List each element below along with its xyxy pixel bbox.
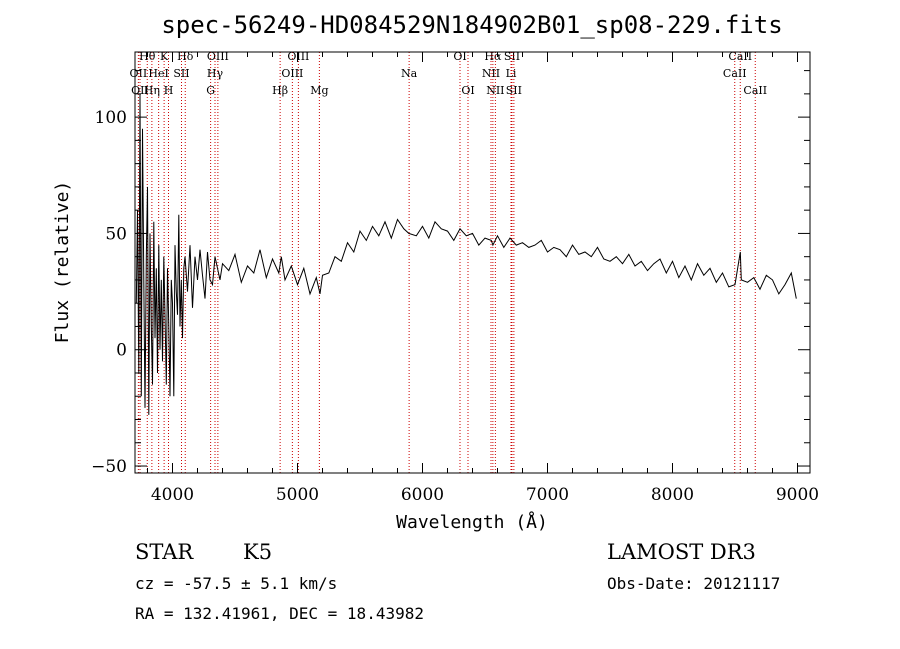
y-tick-label: 100 bbox=[95, 108, 127, 128]
emission-line-label: Hβ bbox=[272, 84, 288, 97]
emission-line-label: OIII bbox=[207, 50, 229, 63]
y-tick-label: 50 bbox=[105, 224, 127, 244]
emission-line-label: Hδ bbox=[177, 50, 194, 63]
emission-line-label: OI bbox=[461, 84, 474, 97]
emission-line-label: Mg bbox=[310, 84, 328, 97]
chart-title: spec-56249-HD084529N184902B01_sp08-229.f… bbox=[161, 11, 782, 39]
obs-date: Obs-Date: 20121117 bbox=[607, 574, 781, 593]
x-tick-label: 7000 bbox=[526, 485, 569, 505]
emission-line-label: SII bbox=[173, 67, 189, 80]
y-tick-label: −50 bbox=[91, 457, 127, 477]
emission-line-label: Hγ bbox=[207, 67, 224, 80]
y-axis-label: Flux (relative) bbox=[52, 181, 73, 344]
x-tick-label: 8000 bbox=[651, 485, 694, 505]
plot-frame bbox=[134, 51, 811, 474]
emission-line-label: SII bbox=[506, 84, 522, 97]
survey-name: LAMOST DR3 bbox=[607, 540, 756, 564]
redshift-text: cz = -57.5 ± 5.1 km/s bbox=[135, 574, 338, 593]
emission-line-label: Hη bbox=[144, 84, 160, 97]
emission-line-label: CaII bbox=[728, 50, 752, 63]
emission-line-label: NII bbox=[486, 84, 504, 97]
emission-line-label: H bbox=[164, 84, 174, 97]
axis-ticks: 4000 5000 6000 7000 8000 9000 −50 0 50 100 bbox=[91, 52, 819, 505]
emission-line-label: OIII bbox=[281, 67, 303, 80]
x-tick-label: 5000 bbox=[276, 485, 319, 505]
emission-line-label: OII bbox=[130, 67, 148, 80]
y-tick-label: 0 bbox=[116, 341, 127, 361]
emission-line-label: OIII bbox=[287, 50, 309, 63]
subclass: K5 bbox=[243, 540, 273, 564]
spectrum-line bbox=[135, 93, 797, 415]
x-axis-label: Wavelength (Å) bbox=[396, 511, 548, 533]
emission-line-label: CaII bbox=[723, 67, 747, 80]
emission-line-label: OI bbox=[453, 50, 466, 63]
emission-line-label: SII bbox=[504, 50, 520, 63]
emission-line-label: G bbox=[206, 84, 215, 97]
x-tick-label: 6000 bbox=[401, 485, 444, 505]
object-type: STAR bbox=[135, 540, 194, 564]
emission-line-label: Li bbox=[506, 67, 517, 80]
x-tick-label: 4000 bbox=[151, 485, 194, 505]
x-tick-label: 9000 bbox=[776, 485, 819, 505]
emission-line-label: CaII bbox=[743, 84, 767, 97]
emission-line-label: HeI bbox=[148, 67, 168, 80]
emission-line-label: NII bbox=[482, 67, 500, 80]
coordinates: RA = 132.41961, DEC = 18.43982 bbox=[135, 604, 424, 623]
emission-line-label: Na bbox=[401, 67, 418, 80]
emission-line-label: K bbox=[160, 50, 169, 63]
